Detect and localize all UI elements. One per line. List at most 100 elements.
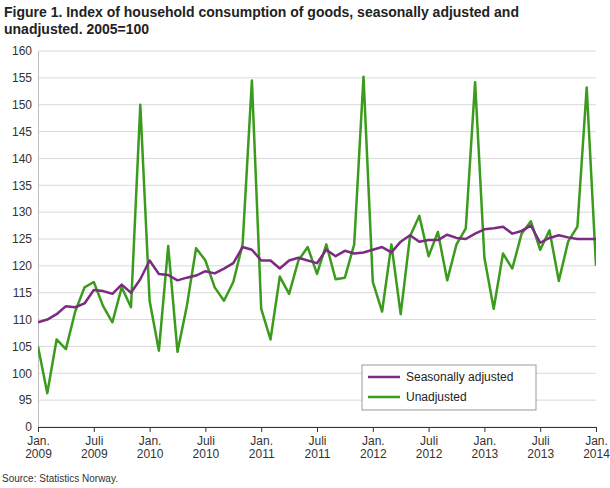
grid-line: [38, 212, 596, 213]
y-tick-label: 110: [13, 313, 32, 327]
grid-line: [38, 346, 596, 347]
y-axis: 0 95 100 105 110 115 120 125 130 135 140 145 150 155 1…: [12, 44, 39, 434]
y-tick: 135: [12, 179, 38, 193]
legend-swatch: [368, 376, 400, 379]
x-tick-label: Juli2011: [305, 434, 331, 462]
grid: [38, 51, 596, 427]
x-tick-label-line: 2013: [472, 447, 499, 461]
y-tick: 100: [12, 367, 38, 381]
x-tick: Jan.2014: [583, 427, 610, 461]
grid-line: [38, 158, 596, 159]
x-tick-mark: [150, 427, 151, 432]
x-tick: Juli2010: [193, 427, 220, 461]
x-tick-label-line: Juli: [420, 434, 438, 448]
y-tick-label: 150: [12, 98, 32, 112]
y-tick: 130: [12, 205, 38, 219]
title-line: unadjusted. 2005=100: [4, 21, 149, 37]
x-tick-label-line: 2013: [527, 447, 554, 461]
y-tick: 145: [12, 125, 38, 139]
legend-swatch: [368, 396, 400, 399]
x-tick-label-line: Jan.: [250, 434, 273, 448]
y-tick-label: 100: [12, 367, 32, 381]
legend-label: Unadjusted: [406, 390, 467, 404]
x-tick-label-line: 2011: [305, 447, 331, 461]
title-line: Figure 1. Index of household consumption…: [4, 4, 519, 20]
y-tick-label: 115: [13, 286, 32, 300]
y-tick: 140: [12, 152, 38, 166]
y-tick: 120: [12, 259, 38, 273]
x-tick-label: Juli2010: [193, 434, 220, 462]
series-line: [38, 77, 596, 393]
x-tick-label-line: Jan.: [139, 434, 162, 448]
y-tick-label: 105: [12, 340, 32, 354]
x-tick-label: Jan.2009: [25, 434, 52, 462]
lines: [38, 77, 596, 393]
y-tick-label: 155: [12, 71, 32, 85]
legend-label: Seasonally adjusted: [406, 370, 513, 384]
y-tick: 160: [12, 44, 38, 58]
x-tick-label: Juli2009: [81, 434, 108, 462]
y-tick-label: 160: [12, 44, 32, 58]
x-tick: Juli2012: [416, 427, 443, 461]
x-tick-label-line: Juli: [532, 434, 550, 448]
x-tick: Jan.2009: [25, 427, 52, 461]
y-tick-label: 125: [12, 232, 32, 246]
y-tick: 105: [12, 340, 38, 354]
title: Figure 1. Index of household consumption…: [4, 4, 519, 37]
x-tick-label-line: 2009: [81, 447, 108, 461]
x-tick-mark: [429, 427, 430, 432]
x-tick-mark: [540, 427, 541, 432]
x-tick-label: Jan.2012: [360, 434, 387, 462]
grid-line: [38, 77, 596, 78]
grid-line: [38, 239, 596, 240]
y-tick-label: 95: [19, 393, 33, 407]
x-tick-mark: [94, 427, 95, 432]
x-tick-mark: [317, 427, 318, 432]
x-tick-label: Juli2013: [527, 434, 554, 462]
x-tick-label: Jan.2013: [472, 434, 499, 462]
x-tick-label-line: Jan.: [585, 434, 608, 448]
x-tick-label: Juli2012: [416, 434, 443, 462]
x-tick-mark: [38, 427, 39, 432]
x-tick-label-line: Juli: [85, 434, 103, 448]
legend-box: [362, 365, 536, 410]
x-tick-label: Jan.2010: [137, 434, 164, 462]
grid-line: [38, 292, 596, 293]
x-tick: Jan.2010: [137, 427, 164, 461]
x-tick-label-line: 2010: [137, 447, 164, 461]
chart: Figure 1. Index of household consumption…: [0, 0, 610, 488]
y-tick: 110: [13, 313, 38, 327]
grid-line: [38, 51, 596, 52]
y-tick-label: 120: [12, 259, 32, 273]
y-tick: 95: [19, 393, 38, 407]
x-tick: Juli2009: [81, 427, 108, 461]
x-tick-label-line: Juli: [197, 434, 215, 448]
grid-line: [38, 185, 596, 186]
plot: 0 95 100 105 110 115 120 125 130 135 140 145 150 155 1…: [12, 44, 610, 461]
series-line: [38, 226, 596, 323]
x-axis-line: [39, 428, 597, 433]
grid-line: [38, 131, 596, 132]
x-tick: Jan.2013: [472, 427, 499, 461]
x-tick-label-line: 2014: [583, 447, 610, 461]
x-tick-mark: [596, 427, 597, 432]
grid-line: [38, 104, 596, 105]
y-tick-label: 0: [25, 420, 32, 434]
y-tick-label: 145: [12, 125, 32, 139]
x-tick: Jan.2011: [249, 427, 275, 461]
y-tick: 150: [12, 98, 38, 112]
x-tick-label-line: 2012: [360, 447, 387, 461]
y-tick-label: 140: [12, 152, 32, 166]
x-tick-label: Jan.2011: [249, 434, 275, 462]
x-tick: Juli2011: [305, 427, 331, 461]
x-tick-label-line: Juli: [308, 434, 326, 448]
legend: Seasonally adjusted Unadjusted: [362, 365, 536, 410]
x-tick-mark: [205, 427, 206, 432]
x-axis: Jan.2009Juli2009Jan.2010Juli2010Jan.2011…: [25, 427, 610, 461]
x-tick-label: Jan.2014: [583, 434, 610, 462]
x-tick-label-line: 2009: [25, 447, 52, 461]
x-tick-label-line: Jan.: [362, 434, 385, 448]
y-tick: 115: [13, 286, 38, 300]
x-tick-label-line: 2012: [416, 447, 443, 461]
x-tick-label-line: Jan.: [474, 434, 497, 448]
